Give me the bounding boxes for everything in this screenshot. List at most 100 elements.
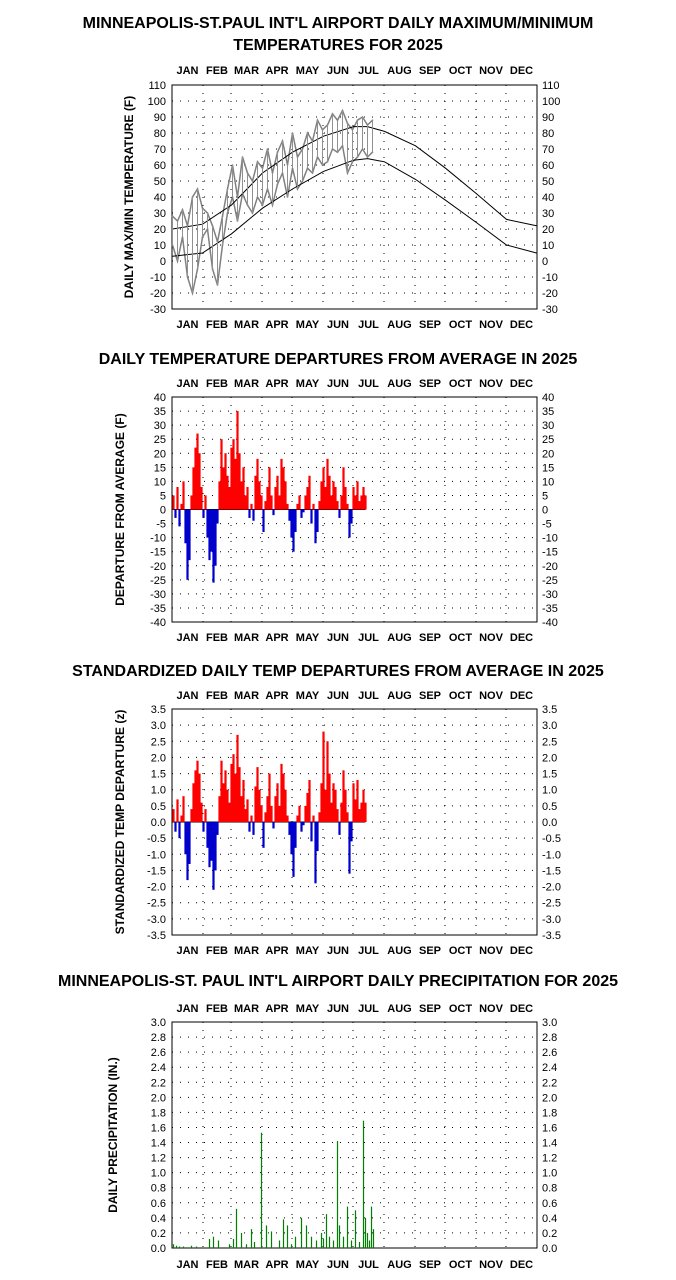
bar xyxy=(294,822,297,848)
bar xyxy=(310,509,313,524)
y-tick-label-left: 90 xyxy=(154,112,166,124)
y-tick-label-left: -10 xyxy=(150,533,166,545)
bar xyxy=(364,1217,367,1248)
y-tick-label-right: 2.4 xyxy=(542,1062,557,1074)
bar xyxy=(328,1236,331,1248)
month-label-bottom: FEB xyxy=(206,319,228,331)
bar xyxy=(276,475,279,510)
bar xyxy=(175,1245,178,1248)
y-tick-label-right: 0 xyxy=(542,505,548,517)
y-tick-label-left: 2.0 xyxy=(151,752,166,764)
month-label-bottom: MAY xyxy=(296,1259,320,1271)
y-tick-label-left: -30 xyxy=(150,589,166,601)
bar xyxy=(268,773,271,822)
month-label-top: JUN xyxy=(327,1003,349,1015)
bar xyxy=(184,509,187,544)
bar xyxy=(200,487,203,510)
y-tick-label-left: -20 xyxy=(150,561,166,573)
bar xyxy=(228,1244,231,1248)
bar xyxy=(262,822,265,848)
month-label-top: APR xyxy=(265,65,288,77)
bar xyxy=(316,509,319,532)
month-label-bottom: OCT xyxy=(449,632,473,644)
y-tick-label-left: 0.0 xyxy=(151,1243,166,1255)
bar xyxy=(288,822,291,835)
y-tick-label-left: 30 xyxy=(154,208,166,220)
month-label-top: JAN xyxy=(176,65,198,77)
bar xyxy=(178,1246,181,1248)
y-tick-label-left: 100 xyxy=(148,96,166,108)
bar xyxy=(235,1208,238,1248)
y-tick-label-left: 2.2 xyxy=(151,1077,166,1089)
y-tick-label-right: -3.5 xyxy=(542,930,561,942)
bar xyxy=(342,1236,345,1248)
bar xyxy=(226,475,229,510)
bar xyxy=(245,1244,248,1248)
bar xyxy=(234,773,237,822)
bar xyxy=(346,503,349,510)
bar xyxy=(304,495,307,510)
bar xyxy=(194,770,197,822)
bar xyxy=(224,453,227,510)
bar xyxy=(326,458,329,510)
bar xyxy=(212,822,215,890)
y-tick-label-right: -40 xyxy=(542,617,558,629)
bar xyxy=(344,789,347,822)
month-label-bottom: APR xyxy=(265,945,288,957)
bar xyxy=(216,822,219,835)
y-tick-label-right: -30 xyxy=(542,589,558,601)
bar xyxy=(338,1225,341,1248)
bar xyxy=(190,495,193,510)
y-tick-label-right: 2.0 xyxy=(542,752,557,764)
bar xyxy=(264,812,267,822)
bar xyxy=(282,1219,285,1248)
bar xyxy=(198,453,201,510)
y-tick-label-right: 0.2 xyxy=(542,1228,557,1240)
bar xyxy=(274,487,277,510)
month-label-bottom: AUG xyxy=(387,945,411,957)
month-label-bottom: JUL xyxy=(358,319,379,331)
bar xyxy=(174,509,177,518)
y-tick-label-left: 60 xyxy=(154,160,166,172)
bar xyxy=(284,481,287,510)
y-tick-label-left: 15 xyxy=(154,462,166,474)
bar xyxy=(238,453,241,510)
bar xyxy=(248,822,251,832)
chart-title-line: MINNEAPOLIS-ST.PAUL INT'L AIRPORT DAILY … xyxy=(83,15,594,32)
y-tick-label-left: 1.2 xyxy=(151,1153,166,1165)
month-label-bottom: DEC xyxy=(510,319,533,331)
bar xyxy=(278,1240,281,1248)
bar xyxy=(356,481,359,510)
y-tick-label-right: 2.6 xyxy=(542,1047,557,1059)
bar xyxy=(232,1238,235,1248)
bar xyxy=(176,799,179,822)
month-label-bottom: FEB xyxy=(206,945,228,957)
month-label-bottom: JAN xyxy=(176,632,198,644)
bar xyxy=(364,802,367,822)
bar xyxy=(260,1132,263,1248)
y-tick-label-right: -25 xyxy=(542,575,558,587)
month-label-top: DEC xyxy=(510,690,533,702)
y-tick-label-left: 10 xyxy=(154,240,166,252)
bar xyxy=(292,509,295,552)
bar xyxy=(368,1240,371,1248)
bar xyxy=(298,495,301,510)
month-label-top: MAR xyxy=(234,378,259,390)
bar xyxy=(180,815,183,822)
bar xyxy=(330,802,333,822)
y-tick-label-left: -0.5 xyxy=(147,833,166,845)
bar xyxy=(208,1238,211,1248)
month-label-bottom: JUL xyxy=(358,1259,379,1271)
bar xyxy=(296,815,299,822)
bar xyxy=(300,509,303,518)
bar xyxy=(232,754,235,822)
bar xyxy=(320,783,323,822)
plot-frame xyxy=(171,1021,538,1249)
bar xyxy=(258,789,261,822)
month-label-top: NOV xyxy=(479,690,504,702)
bar xyxy=(296,503,299,510)
month-label-bottom: JAN xyxy=(176,1259,198,1271)
bar xyxy=(212,509,215,583)
month-label-top: APR xyxy=(265,1003,288,1015)
bar xyxy=(184,822,187,855)
